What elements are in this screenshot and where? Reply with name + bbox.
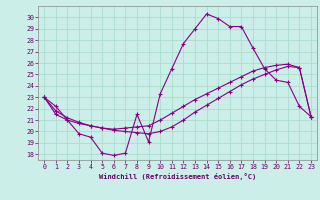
X-axis label: Windchill (Refroidissement éolien,°C): Windchill (Refroidissement éolien,°C): [99, 173, 256, 180]
